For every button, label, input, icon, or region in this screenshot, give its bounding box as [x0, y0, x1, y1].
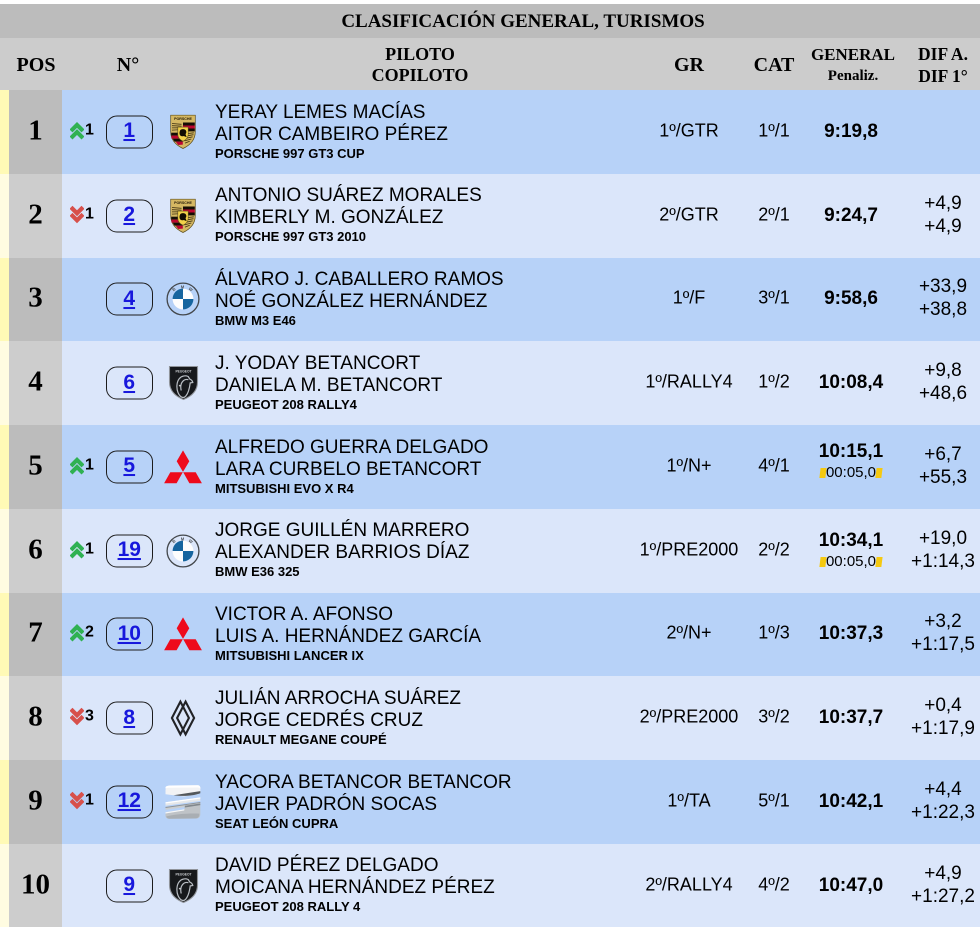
svg-text:B: B: [171, 287, 177, 293]
svg-text:W: W: [188, 286, 194, 292]
svg-text:M: M: [181, 285, 185, 290]
svg-text:PEUGEOT: PEUGEOT: [175, 370, 191, 374]
svg-text:W: W: [188, 538, 194, 544]
svg-text:B: B: [171, 538, 177, 544]
svg-text:PEUGEOT: PEUGEOT: [175, 872, 191, 876]
svg-text:PORSCHE: PORSCHE: [174, 201, 192, 205]
svg-text:PORSCHE: PORSCHE: [174, 117, 192, 121]
svg-text:M: M: [181, 536, 185, 541]
